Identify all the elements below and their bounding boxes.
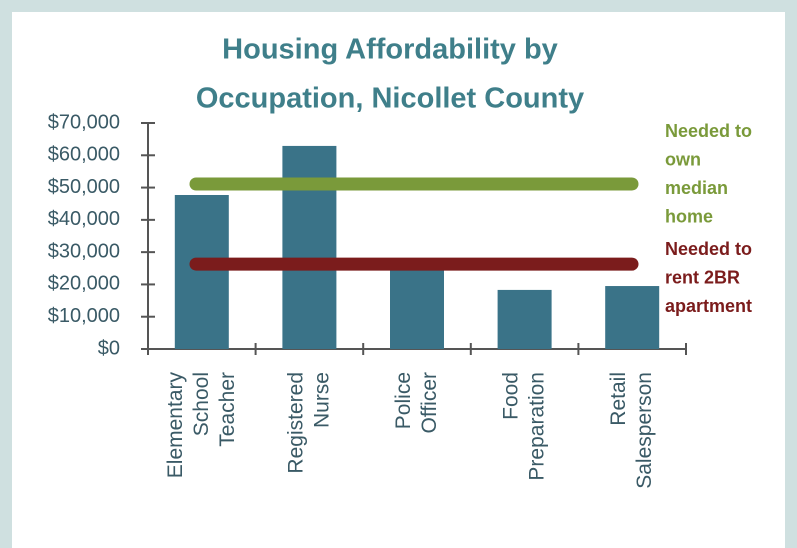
- y-tick-label: $20,000: [48, 273, 120, 295]
- bar: [497, 289, 552, 349]
- y-tick-label: $50,000: [48, 176, 120, 198]
- bar: [174, 194, 229, 349]
- reference-label: Needed to: [665, 239, 752, 259]
- y-tick-label: $60,000: [48, 144, 120, 166]
- x-tick-label-line: Police: [392, 372, 415, 429]
- x-tick-label-line: Food: [499, 372, 522, 420]
- x-tick-label-line: Preparation: [525, 372, 548, 481]
- y-tick-label: $70,000: [48, 111, 120, 133]
- reference-label: apartment: [665, 296, 752, 316]
- x-tick-label-line: Retail: [607, 372, 630, 426]
- bar: [282, 145, 337, 349]
- x-tick-label-line: Salesperson: [633, 372, 656, 489]
- x-tick-label: Elementary School Teacher: [163, 372, 238, 479]
- y-tick-label: $10,000: [48, 305, 120, 327]
- reference-label: Needed to: [665, 121, 752, 141]
- x-tick-label-line: Officer: [418, 372, 441, 433]
- y-tick-label: $30,000: [48, 240, 120, 262]
- reference-label: rent 2BR: [665, 267, 740, 287]
- chart-title: Occupation, Nicollet County: [196, 83, 584, 115]
- x-tick-label-line: School: [189, 372, 212, 436]
- reference-label: own: [665, 149, 701, 169]
- x-tick-label: Registered Nurse: [284, 372, 333, 474]
- x-tick-label: Retail Salesperson: [607, 372, 656, 489]
- chart-title: Housing Affordability by: [222, 34, 558, 66]
- bar: [390, 268, 444, 349]
- y-tick-label: $40,000: [48, 208, 120, 230]
- x-tick-label-line: Nurse: [310, 372, 333, 428]
- x-tick-label-line: Teacher: [215, 372, 238, 447]
- x-tick-label: Police Officer: [392, 372, 441, 433]
- bar: [605, 286, 660, 349]
- y-tick-label: $0: [98, 337, 120, 359]
- x-tick-label: Food Preparation: [499, 372, 548, 481]
- x-tick-label-line: Registered: [284, 372, 307, 474]
- x-tick-label-line: Elementary: [163, 372, 186, 479]
- reference-label: median: [665, 178, 728, 198]
- reference-label: home: [665, 206, 713, 226]
